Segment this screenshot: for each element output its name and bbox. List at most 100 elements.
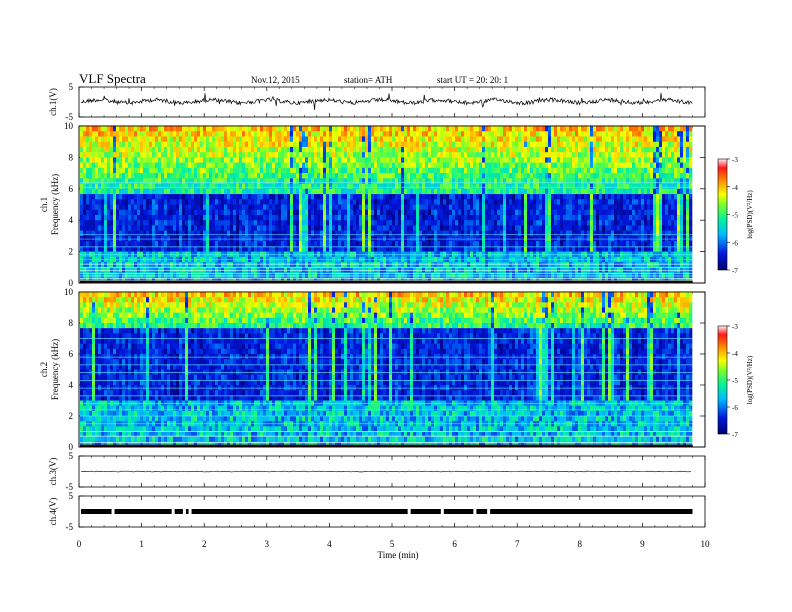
spectrogram-cell [347, 246, 351, 252]
spectrogram-cell [356, 209, 360, 216]
spectrogram-cell [95, 146, 99, 153]
spectrogram-cell [158, 178, 162, 184]
spectrogram-cell [101, 230, 105, 237]
spectrogram-cell [209, 188, 213, 195]
spectrogram-cell [302, 162, 306, 169]
spectrogram-cell [512, 173, 516, 179]
spectrogram-cell [389, 136, 393, 143]
spectrogram-cell [332, 178, 336, 184]
spectrogram-cell [440, 141, 444, 148]
spectrogram-cell [230, 157, 234, 163]
spectrogram-cell [83, 204, 87, 211]
spectrogram-cell [299, 199, 303, 205]
spectrogram-cell [341, 183, 345, 190]
spectrogram-cell [377, 214, 381, 221]
spectrogram-cell [491, 214, 495, 221]
spectrogram-cell [353, 157, 357, 163]
spectrogram-cell [137, 167, 141, 174]
spectrogram-cell [107, 194, 111, 200]
spectrogram-cell [443, 131, 447, 137]
spectrogram-cell [83, 126, 87, 132]
spectrogram-cell [362, 204, 366, 211]
spectrogram-cell [428, 136, 432, 143]
spectrogram-cell [170, 209, 174, 216]
spectrogram-cell [227, 188, 231, 195]
spectrogram-cell [530, 262, 534, 268]
spectrogram-cell [545, 246, 549, 252]
spectrogram-cell [275, 173, 279, 179]
spectrogram-cell [155, 173, 159, 179]
spectrogram-cell [383, 194, 387, 200]
spectrogram-cell [470, 178, 474, 184]
spectrogram-cell [92, 173, 96, 179]
spectrogram-cell [95, 272, 99, 279]
spectrogram-cell [137, 251, 141, 258]
spectrogram-cell [275, 131, 279, 137]
spectrogram-cell [377, 157, 381, 163]
spectrogram-cell [272, 136, 276, 143]
spectrogram-cell [479, 162, 483, 169]
spectrogram-cell [287, 152, 291, 158]
spectrogram-cell [548, 262, 552, 268]
spectrogram-cell [548, 272, 552, 279]
spectrogram-cell [413, 141, 417, 148]
spectrogram-cell [149, 209, 153, 216]
spectrogram-cell [92, 141, 96, 148]
spectrogram-cell [515, 188, 519, 195]
spectrogram-cell [506, 146, 510, 153]
spectrogram-cell [422, 141, 426, 148]
spectrogram-cell [272, 162, 276, 169]
spectrogram-cell [422, 235, 426, 242]
spectrogram-cell [233, 214, 237, 221]
spectrogram-cell [191, 141, 195, 148]
spectrogram-cell [494, 141, 498, 148]
spectrogram-cell [365, 178, 369, 184]
spectrogram-cell [470, 230, 474, 237]
spectrogram-cell [119, 136, 123, 143]
spectrogram-cell [476, 214, 480, 221]
spectrogram-cell [479, 126, 483, 132]
spectrogram-cell [242, 141, 246, 148]
spectrogram-cell [236, 136, 240, 143]
spectrogram-cell [290, 183, 294, 190]
spectrogram-cell [404, 235, 408, 242]
spectrogram-cell [389, 220, 393, 226]
spectrogram-cell [533, 220, 537, 226]
spectrogram-cell [239, 241, 243, 247]
spectrogram-cell [320, 246, 324, 252]
spectrogram-cell [221, 225, 225, 231]
spectrogram-cell [542, 141, 546, 148]
spectrogram-cell [194, 251, 198, 258]
spectrogram-cell [452, 199, 456, 205]
spectrogram-cell [302, 136, 306, 143]
spectrogram-cell [491, 194, 495, 200]
spectrogram-cell [110, 246, 114, 252]
spectrogram-cell [86, 199, 90, 205]
spectrogram-cell [377, 209, 381, 216]
spectrogram-cell [236, 251, 240, 258]
spectrogram-cell [200, 162, 204, 169]
spectrogram-cell [326, 167, 330, 174]
spectrogram-cell [245, 241, 249, 247]
spectrogram-cell [254, 136, 258, 143]
spectrogram-cell [521, 126, 525, 132]
spectrogram-cell [416, 141, 420, 148]
spectrogram-cell [464, 220, 468, 226]
spectrogram-cell [134, 230, 138, 237]
spectrogram-cell [89, 157, 93, 163]
spectrogram-cell [443, 146, 447, 153]
spectrogram-cell [260, 126, 264, 132]
spectrogram-cell [401, 162, 405, 169]
spectrogram-cell [269, 157, 273, 163]
spectrogram-cell [449, 152, 453, 158]
spectrogram-cell [515, 136, 519, 143]
spectrogram-cell [524, 204, 528, 211]
spectrogram-cell [227, 136, 231, 143]
spectrogram-cell [485, 230, 489, 237]
spectrogram-cell [107, 235, 111, 242]
spectrogram-cell [296, 235, 300, 242]
spectrogram-cell [512, 267, 516, 273]
spectrogram-cell [251, 225, 255, 231]
spectrogram-cell [170, 162, 174, 169]
spectrogram-cell [182, 246, 186, 252]
